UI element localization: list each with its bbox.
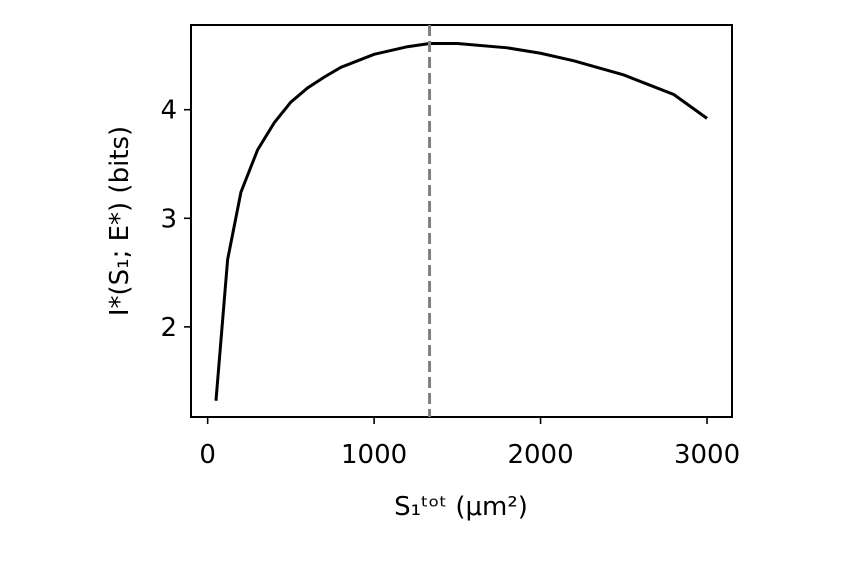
x-tick-label: 3000: [674, 440, 740, 470]
y-tick-label: 2: [160, 313, 177, 343]
y-tick-label: 3: [160, 204, 177, 234]
x-tick-label: 0: [199, 440, 216, 470]
y-tick-label: 4: [160, 96, 177, 126]
x-tick-label: 2000: [507, 440, 573, 470]
x-tick-label: 1000: [341, 440, 407, 470]
y-axis-label: I*(S₁; E*) (bits): [105, 126, 135, 316]
line: [214, 41, 708, 401]
plot-frame: [190, 24, 733, 418]
x-axis-label: S₁ᵗᵒᵗ (μm²): [394, 492, 528, 522]
